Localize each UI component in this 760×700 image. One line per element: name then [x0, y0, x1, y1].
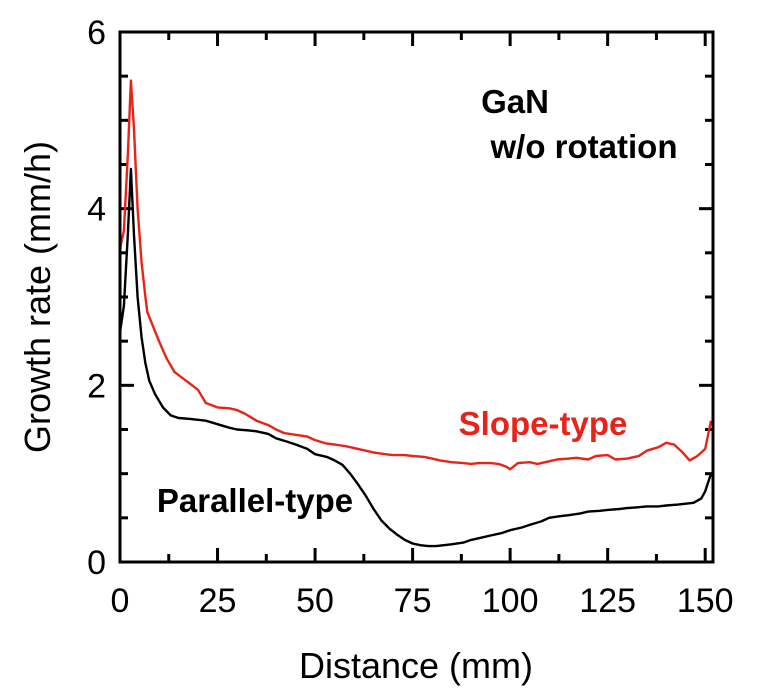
series-line-slope-type: [118, 79, 713, 471]
x-tick-label: 150: [677, 582, 734, 620]
x-tick-label: 100: [482, 582, 539, 620]
x-axis-title: Distance (mm): [299, 645, 533, 686]
plot-frame: [118, 30, 715, 564]
y-tick-label: 0: [87, 544, 106, 582]
annotation-material: GaN: [481, 83, 549, 120]
tick-labels: 0 25 50 75 100 125 150 0 2 4 6: [87, 14, 733, 620]
y-tick-label: 4: [87, 191, 106, 229]
x-tick-label: 50: [296, 582, 334, 620]
x-tick-label: 75: [394, 582, 432, 620]
y-tick-label: 2: [87, 367, 106, 405]
x-tick-label: 125: [579, 582, 636, 620]
y-axis-title: Growth rate (mm/h): [17, 141, 58, 453]
y-tick-label: 6: [87, 14, 106, 52]
annotation-condition: w/o rotation: [490, 128, 678, 165]
x-tick-label: 0: [111, 582, 130, 620]
series-label-slope-type: Slope-type: [459, 405, 628, 442]
series-layer: [118, 79, 713, 548]
x-tick-label: 25: [199, 582, 237, 620]
series-label-parallel-type: Parallel-type: [157, 482, 353, 519]
series-line-parallel-type: [118, 167, 713, 548]
